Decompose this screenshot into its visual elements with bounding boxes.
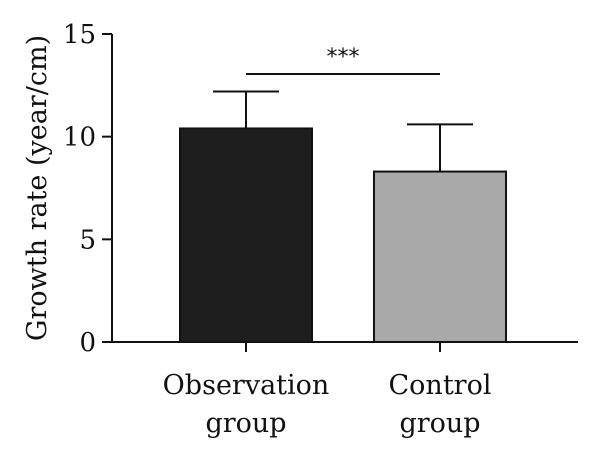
y-tick-label: 5 [79, 225, 96, 255]
x-tick-label: Control [389, 370, 492, 401]
x-tick-label: group [205, 408, 286, 439]
x-tick-label: Observation [163, 370, 330, 401]
y-tick-label: 10 [63, 123, 96, 153]
y-axis-title: Growth rate (year/cm) [22, 35, 53, 341]
y-tick-label: 0 [79, 328, 96, 358]
significance-label: *** [327, 45, 360, 70]
bar-control-group [373, 170, 507, 343]
y-tick-label: 15 [63, 20, 96, 50]
bar-observation-group [179, 127, 313, 343]
x-tick-label: group [399, 408, 480, 439]
plot-area: 0 5 10 15 Observation group Control group *** [63, 20, 578, 439]
